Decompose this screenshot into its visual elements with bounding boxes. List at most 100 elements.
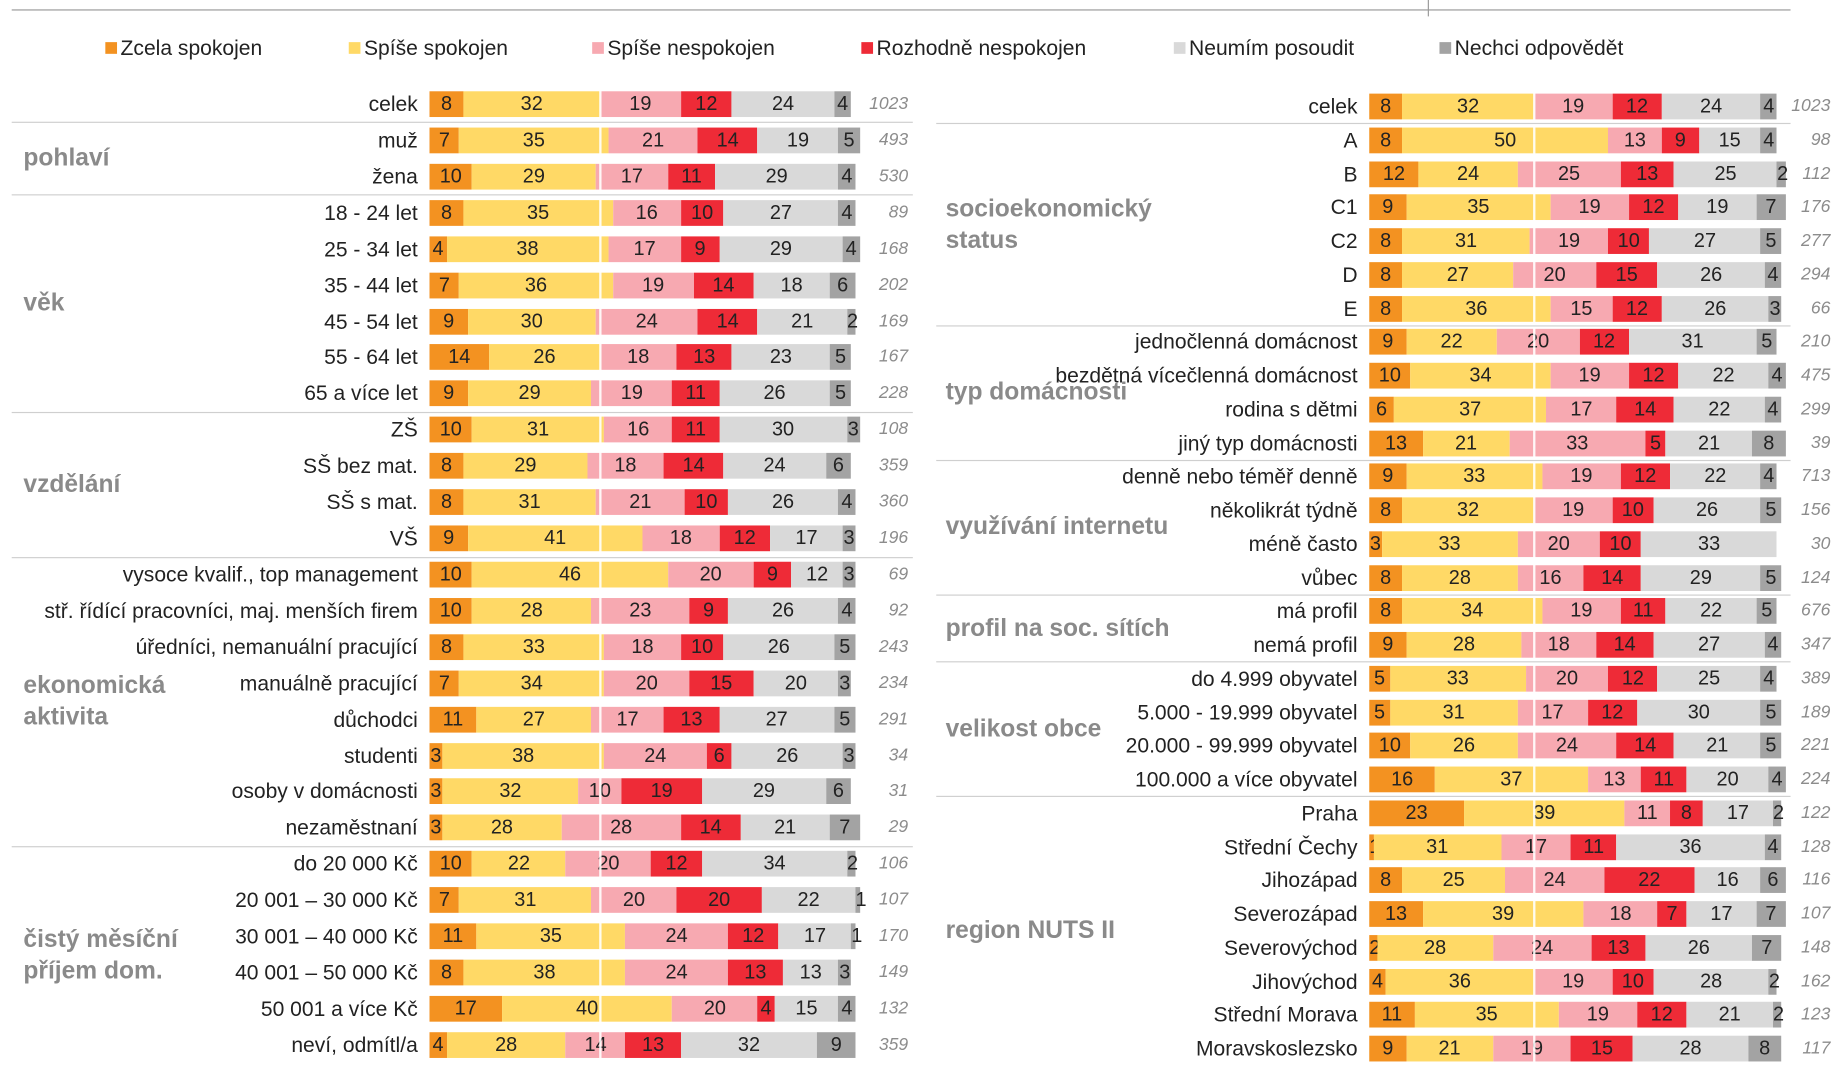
bar-segment: 3 xyxy=(429,742,443,769)
sample-size: 169 xyxy=(878,310,909,331)
bar-segment: 9 xyxy=(1369,463,1407,490)
bar-segment: 4 xyxy=(834,91,852,118)
group-label: čistý měsíční příjem dom. xyxy=(23,925,178,984)
bar-segment: 8 xyxy=(429,199,464,226)
category-label: bezdětná vícečlenná domácnost xyxy=(1055,363,1358,388)
sample-size: 108 xyxy=(878,419,909,440)
bar-segment: 17 xyxy=(1686,901,1757,927)
bar-segment: 7 xyxy=(1756,194,1786,221)
bar-segment: 5 xyxy=(838,127,860,154)
bar-segment: 2 xyxy=(1777,160,1788,187)
category-label: VŠ xyxy=(389,526,418,551)
sample-size: 66 xyxy=(1810,297,1831,318)
legend-label: Spíše nespokojen xyxy=(607,36,775,60)
group-label: profil na soc. sítích xyxy=(945,614,1170,642)
bar-segment: 13 xyxy=(783,959,839,986)
bar-segment: 12 xyxy=(1587,699,1637,726)
bar-segment: 15 xyxy=(1550,295,1613,322)
bar-segment: 11 xyxy=(1641,766,1687,793)
bar-segment: 33 xyxy=(1406,463,1543,490)
bar-segment: 34 xyxy=(702,851,847,877)
bar-segment: 25 xyxy=(1674,160,1778,187)
bar-segment: 13 xyxy=(663,706,720,733)
bar-segment: 38 xyxy=(442,742,605,769)
bar-segment: 4 xyxy=(1369,968,1386,995)
group-label: socioekonomický status xyxy=(945,195,1152,254)
sample-size: 128 xyxy=(1801,836,1831,857)
bar-segment: 19 xyxy=(1492,1035,1572,1062)
sample-size: 189 xyxy=(1801,701,1831,722)
category-label: jiný typ domácnosti xyxy=(1178,431,1358,455)
bar-segment: 36 xyxy=(1385,968,1535,995)
bar-segment: 7 xyxy=(429,887,460,914)
category-label: vysoce kvalif., top management xyxy=(122,562,418,587)
legend-label: Neumím posoudit xyxy=(1189,36,1355,60)
sample-size: 347 xyxy=(1801,634,1831,655)
bar-segment: 20 xyxy=(672,995,758,1022)
bar-segment: 2 xyxy=(1768,968,1780,995)
bar-segment: 28 xyxy=(1632,1035,1749,1062)
bar-segment: 12 xyxy=(1637,1002,1687,1028)
bar-segment: 26 xyxy=(731,742,843,769)
bar-segment: 4 xyxy=(1760,127,1778,154)
bar-segment: 2 xyxy=(846,308,858,335)
sample-size: 170 xyxy=(878,925,909,946)
bar-segment: 26 xyxy=(489,344,600,371)
sample-size: 359 xyxy=(878,455,909,476)
category-label: několikrát týdně xyxy=(1209,498,1358,522)
bar-segment: 19 xyxy=(612,272,694,298)
category-label: do 4.999 obyvatel xyxy=(1191,666,1358,691)
category-label: 55 - 64 let xyxy=(324,345,418,370)
bar-segment: 7 xyxy=(429,670,460,696)
sample-size: 123 xyxy=(1801,1004,1831,1025)
sample-size: 112 xyxy=(1802,163,1831,184)
bar-segment: 8 xyxy=(1748,1035,1782,1062)
bar-segment: 10 xyxy=(429,597,473,624)
bar-segment: 31 xyxy=(472,416,605,443)
sample-size: 107 xyxy=(878,889,909,910)
bar-segment: 9 xyxy=(1369,631,1407,658)
bar-segment: 8 xyxy=(1369,598,1403,625)
bar-segment: 8 xyxy=(1369,867,1403,894)
category-label: úředníci, nemanuální pracující xyxy=(135,635,418,659)
group-separator xyxy=(936,796,1791,798)
sample-size: 228 xyxy=(878,383,909,404)
bar-segment: 27 xyxy=(1402,261,1514,288)
bar-segment: 15 xyxy=(1571,1035,1633,1062)
legend-label: Spíše spokojen xyxy=(363,36,509,60)
bar-segment: 8 xyxy=(1369,564,1403,591)
category-label: ZŠ xyxy=(390,418,418,442)
bar-segment: 10 xyxy=(429,163,473,190)
bar-segment: 18 xyxy=(753,272,830,298)
bar-segment: 14 xyxy=(697,308,758,335)
bar-segment: 10 xyxy=(429,851,473,877)
bar-segment: 21 xyxy=(608,127,698,154)
sample-size: 122 xyxy=(1801,802,1831,823)
bar-segment: 22 xyxy=(1665,598,1757,625)
bar-segment: 8 xyxy=(1369,93,1403,120)
bar-segment: 40 xyxy=(501,995,673,1022)
bar-segment: 6 xyxy=(1369,396,1394,423)
category-label: nemá profil xyxy=(1253,633,1358,657)
bar-segment: 14 xyxy=(1595,631,1654,658)
sample-size: 360 xyxy=(878,491,909,512)
bar-segment: 4 xyxy=(429,1032,447,1058)
bar-segment: 36 xyxy=(1616,833,1765,860)
category-label: Praha xyxy=(1301,801,1358,825)
bar-segment: 7 xyxy=(1756,901,1786,927)
sample-size: 89 xyxy=(888,202,909,223)
sample-size: 1023 xyxy=(1791,95,1831,116)
bar-segment: 4 xyxy=(1768,362,1786,389)
bar-segment: 23 xyxy=(591,597,690,624)
bar-segment: 9 xyxy=(817,1032,856,1058)
bar-segment: 12 xyxy=(1620,463,1670,490)
bar-segment: 3 xyxy=(429,814,443,841)
bar-segment: 37 xyxy=(1393,396,1547,423)
bar-segment: 14 xyxy=(693,272,754,298)
group-separator xyxy=(936,325,1791,327)
bar-segment: 26 xyxy=(723,634,835,660)
bar-segment: 5 xyxy=(1369,665,1390,692)
bar-segment: 4 xyxy=(842,236,860,262)
sample-size: 69 xyxy=(888,564,909,584)
bar-segment: 25 xyxy=(1657,665,1761,692)
